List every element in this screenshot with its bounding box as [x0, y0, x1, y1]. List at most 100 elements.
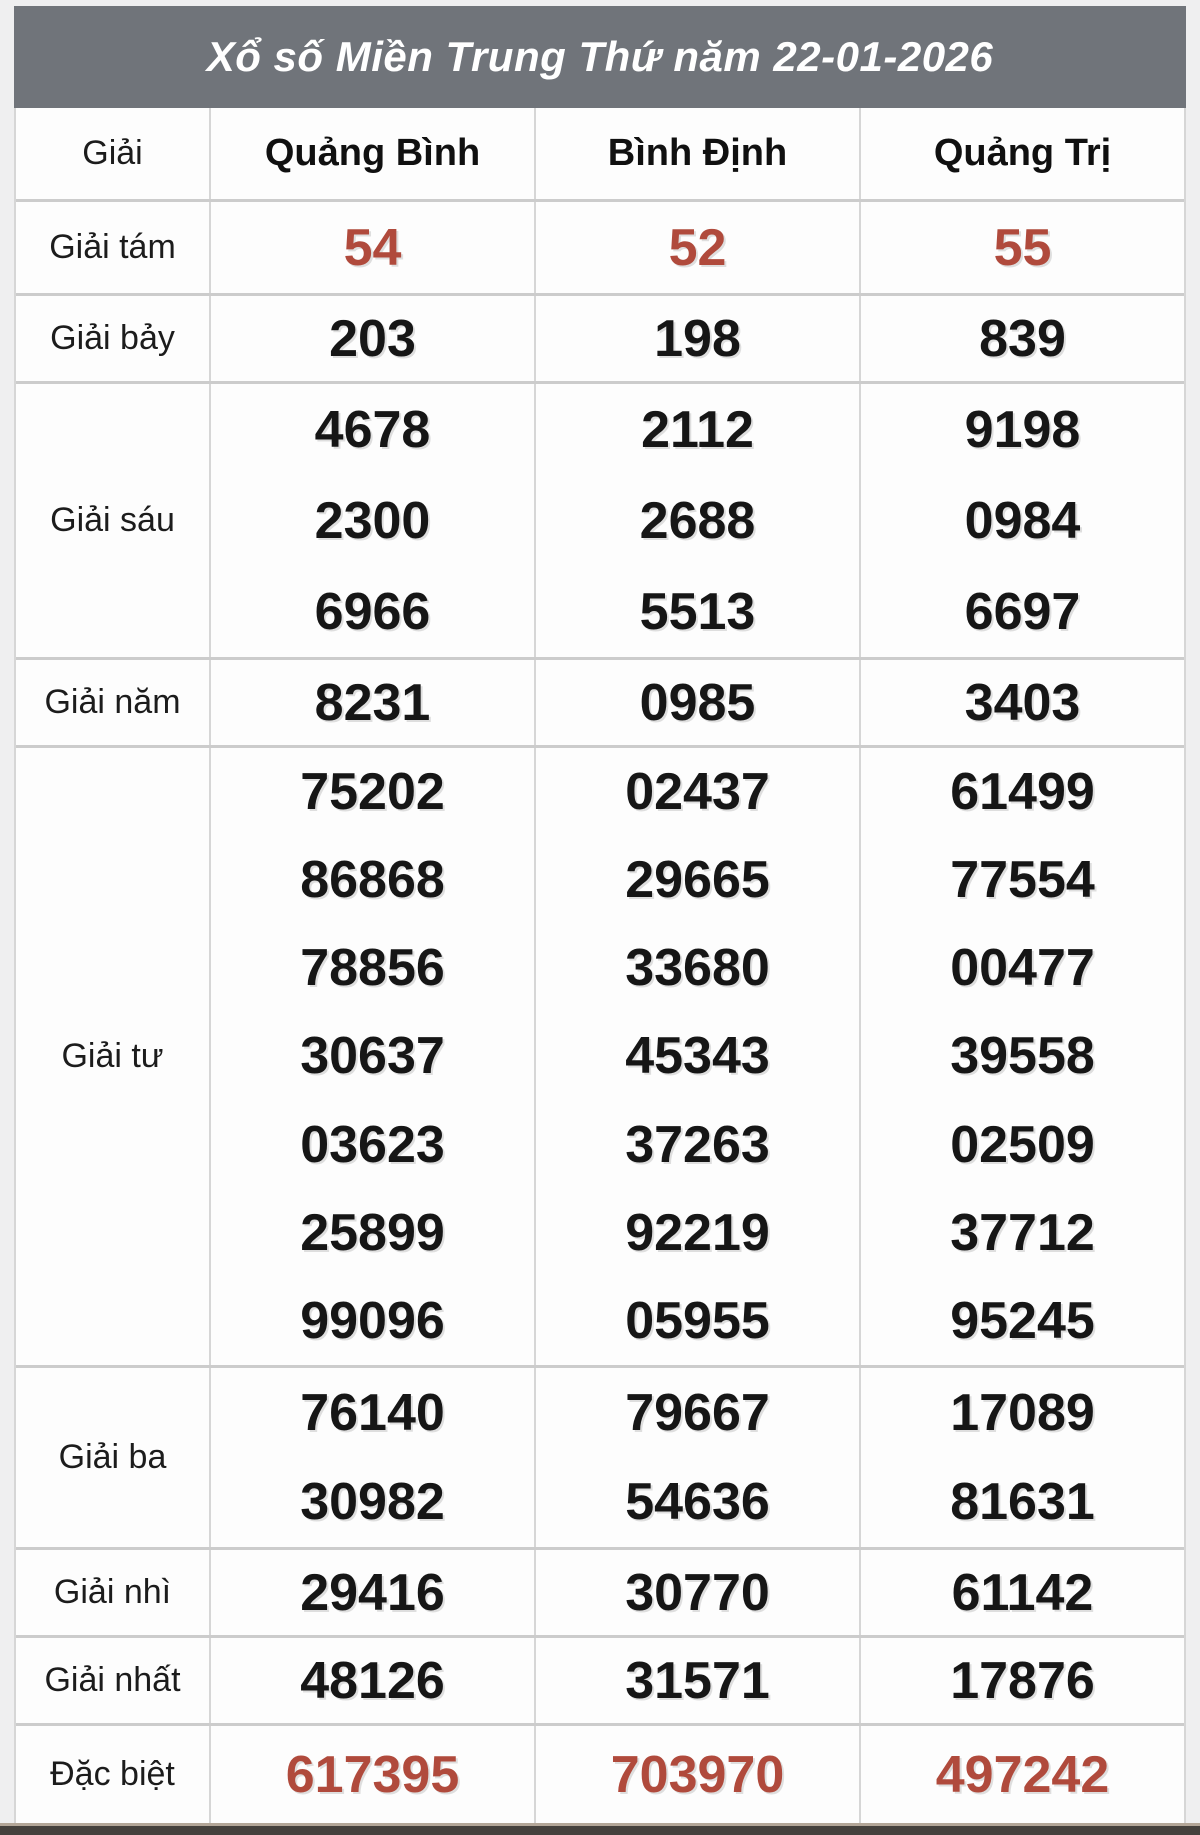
- prize-number: 203: [329, 309, 416, 368]
- prize-number: 25899: [300, 1203, 445, 1262]
- prize-number: 76140: [300, 1383, 445, 1442]
- prize-label: Giải năm: [44, 683, 181, 721]
- prize-label: Giải tám: [49, 228, 176, 266]
- prize-number: 54636: [625, 1473, 770, 1532]
- numbers-giai-bay-col-2: 839: [859, 296, 1184, 381]
- prize-number: 4678: [314, 400, 431, 459]
- prize-number: 6966: [314, 582, 431, 641]
- prize-number: 17876: [950, 1651, 1095, 1710]
- prize-label: Giải nhì: [53, 1573, 172, 1611]
- numbers-giai-sau-col-2: 9198 0984 6697: [859, 384, 1184, 657]
- numbers-giai-nam-col-0: 8231: [209, 660, 534, 745]
- numbers-giai-tu-col-0: 75202 86868 78856 30637 03623 25899 99096: [209, 748, 534, 1365]
- numbers-dac-biet-col-2: 497242: [859, 1726, 1184, 1823]
- prize-number: 17089: [950, 1383, 1095, 1442]
- prize-number: 95245: [950, 1291, 1095, 1350]
- prize-number: 31571: [625, 1651, 770, 1710]
- prize-number: 497242: [935, 1745, 1110, 1804]
- numbers-giai-bay-col-0: 203: [209, 296, 534, 381]
- prize-number: 92219: [625, 1203, 770, 1262]
- prize-number: 86868: [300, 851, 445, 910]
- prize-number: 61499: [950, 763, 1095, 822]
- numbers-giai-nam-col-1: 0985: [534, 660, 859, 745]
- prize-number: 05955: [625, 1291, 770, 1350]
- prize-number: 9198: [964, 400, 1081, 459]
- prize-number: 37712: [950, 1203, 1095, 1262]
- prize-number: 30637: [300, 1027, 445, 1086]
- prize-number: 30770: [625, 1563, 770, 1622]
- numbers-giai-nhi-col-0: 29416: [209, 1550, 534, 1635]
- prize-number: 6697: [964, 582, 1081, 641]
- numbers-giai-tu-col-1: 02437 29665 33680 45343 37263 92219 05955: [534, 748, 859, 1365]
- prize-number: 77554: [950, 851, 1095, 910]
- prize-number: 61142: [951, 1563, 1094, 1622]
- column-header-prize: Giải: [82, 134, 143, 172]
- prize-number: 2300: [314, 491, 431, 550]
- prize-number: 81631: [950, 1473, 1095, 1532]
- numbers-giai-tam-col-1: 52: [534, 202, 859, 293]
- numbers-giai-ba-col-1: 79667 54636: [534, 1368, 859, 1547]
- prize-row-giai-tu: Giải tư 75202 86868 78856 30637 03623 25899 990…: [16, 745, 1184, 1365]
- numbers-giai-sau-col-0: 4678 2300 6966: [209, 384, 534, 657]
- numbers-giai-nhat-col-1: 31571: [534, 1638, 859, 1723]
- prize-number: 00477: [950, 939, 1095, 998]
- prize-number: 0984: [964, 491, 1081, 550]
- prize-number: 78856: [300, 939, 445, 998]
- numbers-giai-tam-col-2: 55: [859, 202, 1184, 293]
- prize-number: 54: [343, 218, 402, 277]
- prize-label: Giải bảy: [50, 319, 175, 357]
- numbers-giai-nhi-col-2: 61142: [859, 1550, 1184, 1635]
- numbers-giai-ba-col-2: 17089 81631: [859, 1368, 1184, 1547]
- prize-rows-container: Giải tám 54 52 55 Giải bảy 203 198 839 Giải sáu 4…: [16, 199, 1184, 1823]
- prize-number: 79667: [625, 1383, 770, 1442]
- table-header-row: Giải Quảng Bình Bình Định Quảng Trị: [16, 108, 1184, 199]
- numbers-giai-ba-col-0: 76140 30982: [209, 1368, 534, 1547]
- prize-number: 8231: [314, 673, 431, 732]
- prize-number: 5513: [639, 582, 756, 641]
- prize-label: Đặc biệt: [50, 1755, 175, 1793]
- lottery-table: Giải Quảng Bình Bình Định Quảng Trị Giải…: [14, 108, 1186, 1823]
- numbers-dac-biet-col-0: 617395: [209, 1726, 534, 1823]
- numbers-giai-nhi-col-1: 30770: [534, 1550, 859, 1635]
- numbers-giai-nhat-col-2: 17876: [859, 1638, 1184, 1723]
- prize-number: 75202: [300, 763, 445, 822]
- prize-row-giai-nhat: Giải nhất 48126 31571 17876: [16, 1635, 1184, 1723]
- prize-label: Giải ba: [58, 1438, 167, 1476]
- page-title: Xổ số Miền Trung Thứ năm 22-01-2026: [206, 33, 994, 80]
- prize-number: 703970: [610, 1745, 785, 1804]
- prize-number: 48126: [300, 1651, 445, 1710]
- prize-row-giai-tam: Giải tám 54 52 55: [16, 199, 1184, 293]
- prize-number: 3403: [964, 673, 1081, 732]
- prize-number: 2112: [641, 400, 754, 459]
- prize-number: 29665: [625, 851, 770, 910]
- prize-number: 30982: [300, 1473, 445, 1532]
- prize-row-giai-bay: Giải bảy 203 198 839: [16, 293, 1184, 381]
- prize-row-giai-nhi: Giải nhì 29416 30770 61142: [16, 1547, 1184, 1635]
- prize-number: 55: [993, 218, 1052, 277]
- prize-number: 29416: [300, 1563, 445, 1622]
- numbers-giai-tu-col-2: 61499 77554 00477 39558 02509 37712 95245: [859, 748, 1184, 1365]
- prize-number: 839: [979, 309, 1066, 368]
- results-title-bar: Xổ số Miền Trung Thứ năm 22-01-2026: [14, 6, 1186, 108]
- prize-row-giai-nam: Giải năm 8231 0985 3403: [16, 657, 1184, 745]
- prize-number: 37263: [625, 1115, 770, 1174]
- numbers-giai-sau-col-1: 2112 2688 5513: [534, 384, 859, 657]
- prize-number: 2688: [639, 491, 756, 550]
- prize-number: 39558: [950, 1027, 1095, 1086]
- numbers-giai-nam-col-2: 3403: [859, 660, 1184, 745]
- prize-label: Giải sáu: [50, 501, 175, 539]
- prize-row-giai-ba: Giải ba 76140 30982 79667 54636 17089 81631: [16, 1365, 1184, 1547]
- prize-label: Giải nhất: [44, 1661, 181, 1699]
- prize-number: 52: [668, 218, 727, 277]
- prize-number: 617395: [285, 1745, 460, 1804]
- column-header-quang-binh: Quảng Bình: [209, 108, 534, 199]
- numbers-giai-tam-col-0: 54: [209, 202, 534, 293]
- prize-number: 45343: [625, 1027, 770, 1086]
- numbers-giai-nhat-col-0: 48126: [209, 1638, 534, 1723]
- prize-number: 99096: [300, 1291, 445, 1350]
- prize-number: 03623: [300, 1115, 445, 1174]
- prize-number: 02509: [950, 1115, 1095, 1174]
- lottery-results-widget: Xổ số Miền Trung Thứ năm 22-01-2026 Giải…: [14, 6, 1186, 1823]
- prize-label: Giải tư: [61, 1037, 164, 1075]
- prize-number: 02437: [625, 763, 770, 822]
